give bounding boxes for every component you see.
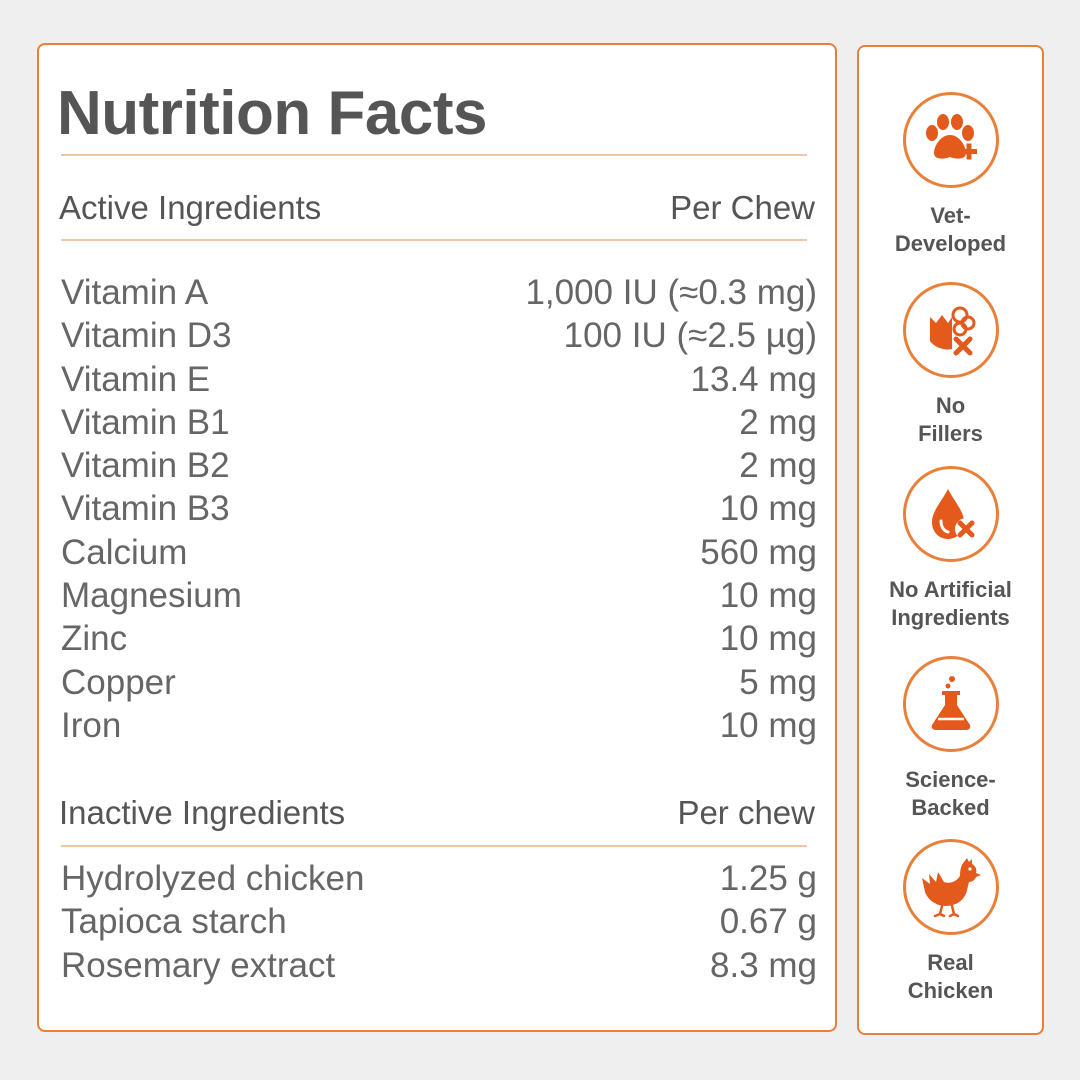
badge-label: No Artificial [889, 577, 1012, 602]
ingredient-name: Vitamin E [61, 359, 211, 399]
ingredient-amount: 10 mg [719, 705, 817, 745]
ingredient-name: Copper [61, 662, 176, 702]
badge-label: Science- [905, 767, 996, 792]
ingredient-name: Magnesium [61, 576, 242, 616]
badge-vet-developed: Vet- Developed [859, 92, 1042, 258]
page-title: Nutrition Facts [57, 79, 487, 148]
ingredient-row: Magnesium 10 mg [61, 574, 817, 617]
ingredient-name: Iron [61, 705, 122, 745]
title-divider [61, 154, 807, 156]
inactive-ingredients-list: Hydrolyzed chicken 1.25 g Tapioca starch… [61, 857, 817, 987]
inactive-per-label: Per chew [677, 794, 815, 831]
ingredient-name: Vitamin B1 [61, 402, 230, 442]
badge-real-chicken: Real Chicken [859, 839, 1042, 1005]
active-header-divider [61, 239, 807, 241]
ingredient-row: Vitamin D3 100 IU (≈2.5 µg) [61, 314, 817, 357]
ingredient-amount: 560 mg [700, 532, 817, 572]
ingredient-row: Vitamin A 1,000 IU (≈0.3 mg) [61, 271, 817, 314]
badge-label: Ingredients [891, 605, 1010, 630]
ingredient-row: Vitamin B3 10 mg [61, 487, 817, 530]
feature-badges-panel: Vet- Developed No Fillers [857, 45, 1044, 1035]
ingredient-amount: 1,000 IU (≈0.3 mg) [525, 273, 817, 312]
ingredient-row: Vitamin B2 2 mg [61, 444, 817, 487]
nutrition-facts-panel: Nutrition Facts Active Ingredients Per C… [37, 43, 837, 1032]
ingredient-row: Hydrolyzed chicken 1.25 g [61, 857, 817, 900]
badge-label: Real [927, 950, 974, 975]
badge-label: Backed [911, 795, 990, 820]
flask-icon [931, 676, 970, 730]
ingredient-row: Vitamin E 13.4 mg [61, 358, 817, 401]
ingredient-name: Vitamin D3 [61, 316, 232, 356]
badge-label: Developed [894, 231, 1007, 256]
ingredient-row: Rosemary extract 8.3 mg [61, 944, 817, 987]
active-ingredients-header: Active Ingredients Per Chew [59, 191, 815, 224]
badge-science-backed: Science- Backed [859, 656, 1042, 822]
no-fillers-icon [929, 306, 975, 356]
ingredient-row: Calcium 560 mg [61, 531, 817, 574]
ingredient-amount: 2 mg [739, 402, 817, 442]
ingredient-row: Tapioca starch 0.67 g [61, 900, 817, 943]
badge-label: No [935, 393, 966, 418]
chicken-icon [921, 858, 981, 918]
ingredient-name: Vitamin B2 [61, 446, 230, 486]
ingredient-name: Tapioca starch [61, 902, 287, 942]
active-ingredients-heading: Active Ingredients [59, 189, 322, 226]
inactive-ingredients-heading: Inactive Ingredients [59, 794, 346, 831]
ingredient-row: Vitamin B1 2 mg [61, 401, 817, 444]
ingredient-row: Zinc 10 mg [61, 617, 817, 660]
ingredient-row: Copper 5 mg [61, 661, 817, 704]
inactive-ingredients-header: Inactive Ingredients Per chew [59, 796, 815, 829]
ingredient-name: Vitamin A [61, 273, 209, 312]
ingredient-amount: 10 mg [719, 489, 817, 529]
badge-label: Chicken [907, 978, 994, 1003]
badge-label: Vet- [930, 203, 971, 228]
active-per-label: Per Chew [670, 189, 815, 226]
ingredient-amount: 100 IU (≈2.5 µg) [563, 316, 817, 356]
inactive-header-divider [61, 845, 807, 847]
badge-no-artificial-ingredients: No Artificial Ingredients [859, 466, 1042, 632]
ingredient-amount: 8.3 mg [710, 945, 817, 985]
ingredient-row: Iron 10 mg [61, 704, 817, 747]
active-ingredients-list: Vitamin A 1,000 IU (≈0.3 mg) Vitamin D3 … [61, 271, 817, 747]
badge-no-fillers: No Fillers [859, 282, 1042, 448]
drop-x-icon [931, 489, 977, 540]
ingredient-name: Hydrolyzed chicken [61, 859, 365, 898]
ingredient-name: Rosemary extract [61, 945, 336, 985]
ingredient-amount: 2 mg [739, 446, 817, 486]
ingredient-name: Vitamin B3 [61, 489, 230, 529]
ingredient-amount: 13.4 mg [690, 359, 817, 399]
ingredient-amount: 0.67 g [719, 902, 817, 942]
ingredient-name: Zinc [61, 619, 128, 659]
ingredient-amount: 1.25 g [719, 859, 817, 898]
ingredient-name: Calcium [61, 532, 188, 572]
ingredient-amount: 10 mg [719, 576, 817, 616]
ingredient-amount: 5 mg [739, 662, 817, 702]
badge-label: Fillers [918, 421, 983, 446]
ingredient-amount: 10 mg [719, 619, 817, 659]
paw-plus-icon [925, 114, 977, 160]
